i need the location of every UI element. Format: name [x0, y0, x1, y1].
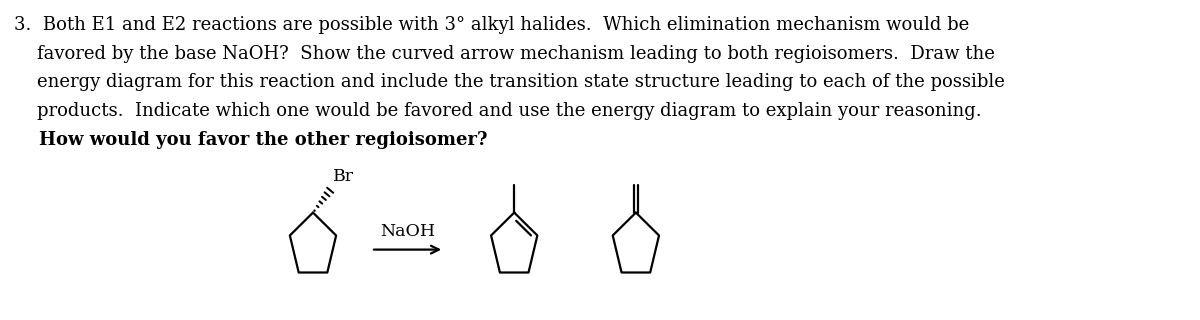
- Text: 3.  Both E1 and E2 reactions are possible with 3° alkyl halides.  Which eliminat: 3. Both E1 and E2 reactions are possible…: [13, 16, 968, 34]
- Text: products.  Indicate which one would be favored and use the energy diagram to exp: products. Indicate which one would be fa…: [13, 102, 982, 120]
- Text: Br: Br: [332, 168, 354, 185]
- Text: How would you favor the other regioisomer?: How would you favor the other regioisome…: [13, 131, 487, 149]
- Text: energy diagram for this reaction and include the transition state structure lead: energy diagram for this reaction and inc…: [13, 73, 1004, 91]
- Text: favored by the base NaOH?  Show the curved arrow mechanism leading to both regio: favored by the base NaOH? Show the curve…: [13, 44, 995, 63]
- Text: NaOH: NaOH: [380, 223, 436, 240]
